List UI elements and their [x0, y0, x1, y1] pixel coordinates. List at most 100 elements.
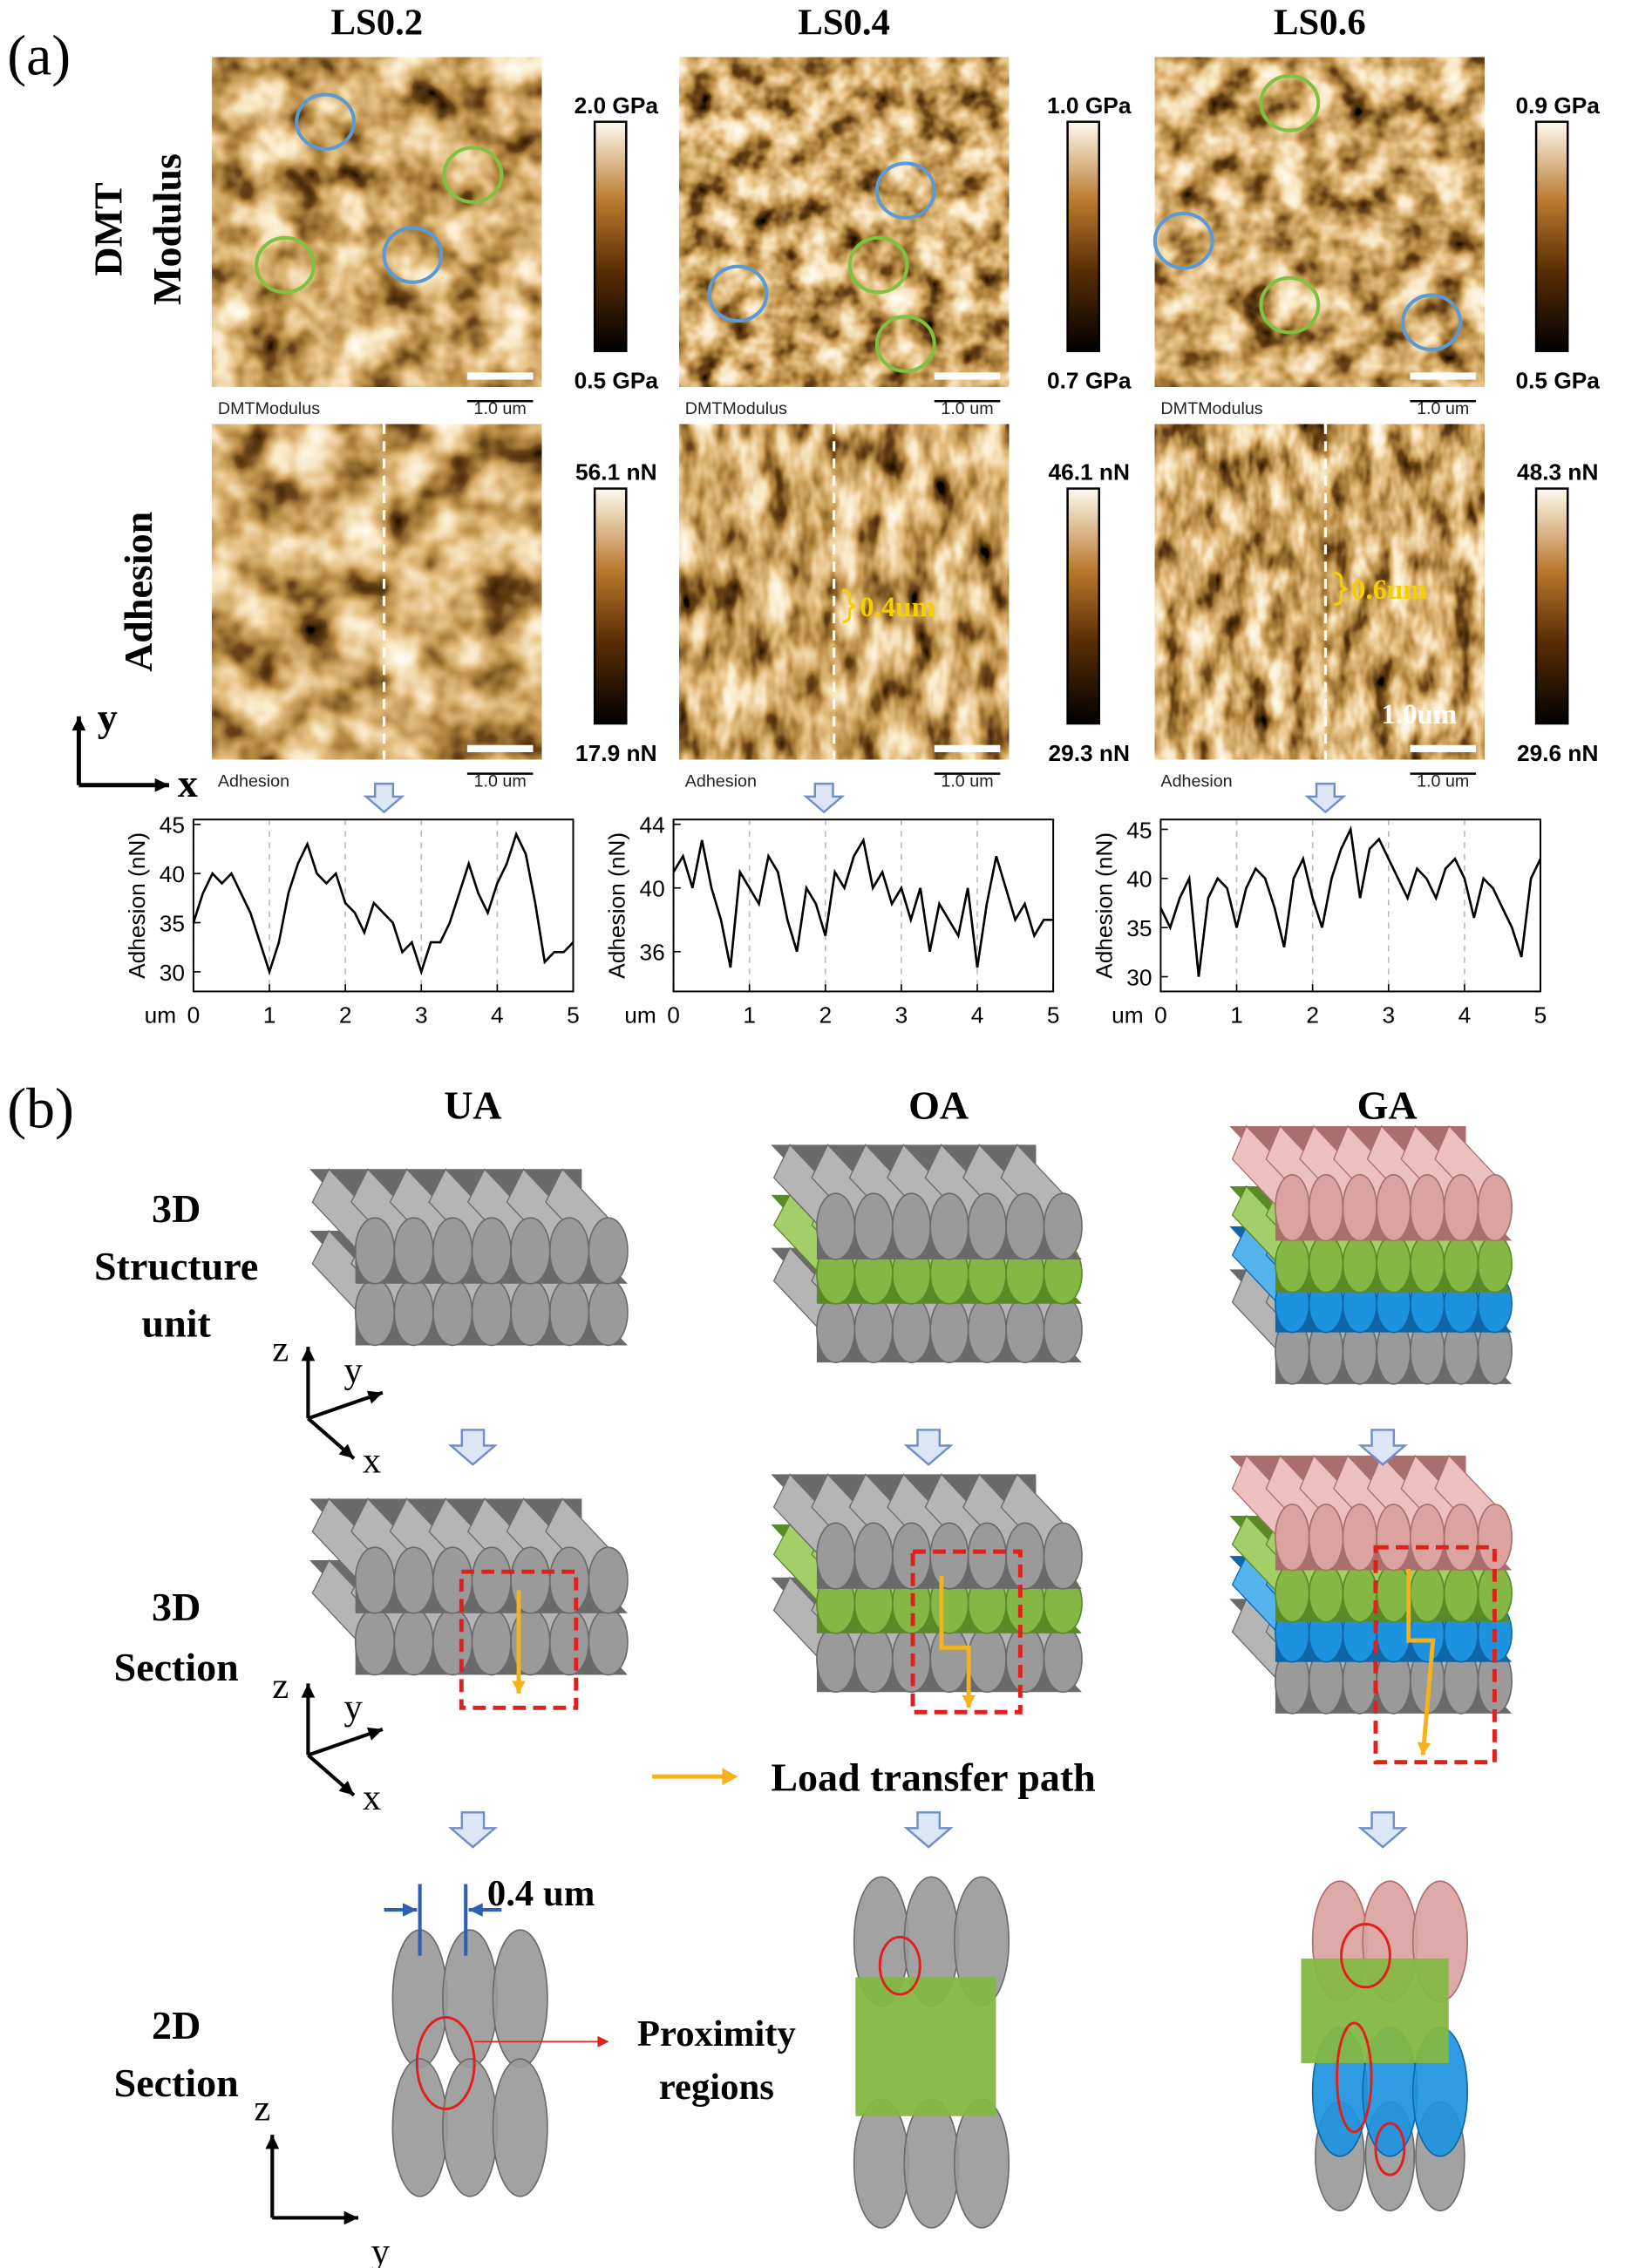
section-box — [459, 1569, 579, 1710]
arrow-head — [301, 1683, 316, 1698]
cylinder-face — [1005, 1192, 1045, 1260]
label: Adhesion — [218, 771, 289, 791]
label: y — [98, 695, 118, 739]
cylinder-face — [1376, 1174, 1411, 1242]
cylinder-face — [1410, 1564, 1445, 1623]
label: 0.4um — [860, 592, 935, 623]
label: GA — [1357, 1083, 1418, 1128]
cylinder-face — [967, 1522, 1007, 1590]
label: 1.0 um — [474, 399, 527, 418]
label: 46.1 nN — [1048, 459, 1130, 486]
label: DMTModulus — [685, 399, 787, 418]
brace — [842, 588, 857, 624]
cylinder-face — [1443, 1174, 1479, 1242]
arrow-head — [338, 1443, 355, 1459]
fiber-section — [492, 2058, 548, 2197]
cylinder-face — [1308, 1234, 1344, 1294]
colorbar — [1066, 120, 1100, 352]
label: 1 — [1230, 1002, 1243, 1029]
cylinder-face — [1342, 1234, 1377, 1294]
label: z — [272, 1329, 289, 1370]
label: LS0.6 — [1274, 2, 1366, 43]
plot-frame — [192, 818, 575, 993]
cylinder-face — [853, 1625, 894, 1694]
label: x — [363, 1441, 381, 1482]
down-arrow — [1304, 782, 1347, 814]
plot-frame — [672, 818, 1055, 993]
cylinder-face — [929, 1295, 969, 1363]
label: 1.0 um — [1417, 771, 1469, 791]
label: z — [254, 2088, 270, 2129]
label: 29.6 nN — [1517, 740, 1599, 766]
cylinder-face — [929, 1522, 969, 1590]
cylinder-face — [1477, 1174, 1513, 1242]
proximity-circle — [415, 2015, 476, 2111]
cylinder-face — [393, 1546, 434, 1614]
arrow-head — [366, 1390, 383, 1404]
arrow-head — [343, 2210, 358, 2225]
label: 1.0 GPa — [1047, 92, 1132, 119]
cylinder-face — [393, 1279, 434, 1347]
cylinder-face — [1308, 1504, 1344, 1572]
label: 5 — [1534, 1002, 1547, 1029]
label: Adhesion (nN) — [1091, 832, 1118, 979]
label: 45 — [1126, 817, 1152, 843]
proximity-circle — [1374, 2122, 1406, 2176]
marker-circle — [382, 226, 444, 284]
cylinder-face — [1043, 1192, 1083, 1260]
arrow-head — [403, 1903, 418, 1917]
cylinder-face — [548, 1608, 590, 1676]
scale-bar — [466, 372, 534, 380]
cylinder-face — [816, 1625, 856, 1694]
afm-image — [1154, 424, 1485, 760]
cylinder-face — [432, 1279, 473, 1347]
label: z — [272, 1666, 289, 1707]
label: um — [1112, 1002, 1144, 1029]
cylinder-face — [967, 1625, 1007, 1694]
cylinder-face — [1376, 1564, 1411, 1623]
arrow-head — [154, 778, 169, 792]
afm-image — [1154, 57, 1485, 387]
label: 56.1 nN — [575, 459, 657, 486]
label: 0.9 GPa — [1516, 92, 1601, 119]
cylinder-face — [354, 1608, 396, 1676]
arrow-head — [1417, 1742, 1431, 1755]
label: Adhesion — [685, 771, 757, 791]
cylinder-face — [510, 1279, 551, 1347]
load-path — [939, 1576, 971, 1708]
cylinder-face — [548, 1546, 590, 1614]
down-arrow — [1357, 1811, 1408, 1849]
arrow-head — [338, 1780, 355, 1796]
label: 30 — [160, 960, 185, 986]
cylinder-face — [471, 1608, 512, 1676]
arrow-head — [265, 2135, 280, 2149]
cylinder-face — [816, 1295, 856, 1363]
label: 2.0 GPa — [575, 92, 659, 119]
scale-bar — [934, 372, 1001, 380]
marker-circle — [707, 264, 769, 323]
label: Adhesion (nN) — [604, 832, 630, 979]
cylinder-face — [588, 1546, 629, 1614]
marker-circle — [1152, 211, 1214, 270]
label: 3D — [152, 1585, 201, 1629]
cylinder-face — [891, 1192, 932, 1260]
section-box — [910, 1549, 1023, 1715]
cylinder-face — [1342, 1564, 1377, 1623]
cylinder-face — [1410, 1504, 1445, 1572]
cylinder-face — [1308, 1564, 1344, 1623]
label: 5 — [567, 1002, 580, 1029]
cylinder-face — [929, 1192, 969, 1260]
colorbar — [1066, 487, 1100, 725]
cylinder-face — [1376, 1234, 1411, 1294]
fiber-section — [442, 2058, 499, 2197]
label: 45 — [160, 812, 185, 839]
afm-image — [679, 57, 1010, 387]
cylinder-face — [1275, 1234, 1310, 1294]
arrow-head — [962, 1694, 976, 1708]
label: OA — [908, 1083, 969, 1128]
arrow-head — [301, 1347, 316, 1361]
label: Modulus — [145, 153, 189, 305]
marker-circle — [255, 235, 316, 295]
label: 0 — [187, 1002, 201, 1029]
cylinder-face — [471, 1217, 512, 1285]
